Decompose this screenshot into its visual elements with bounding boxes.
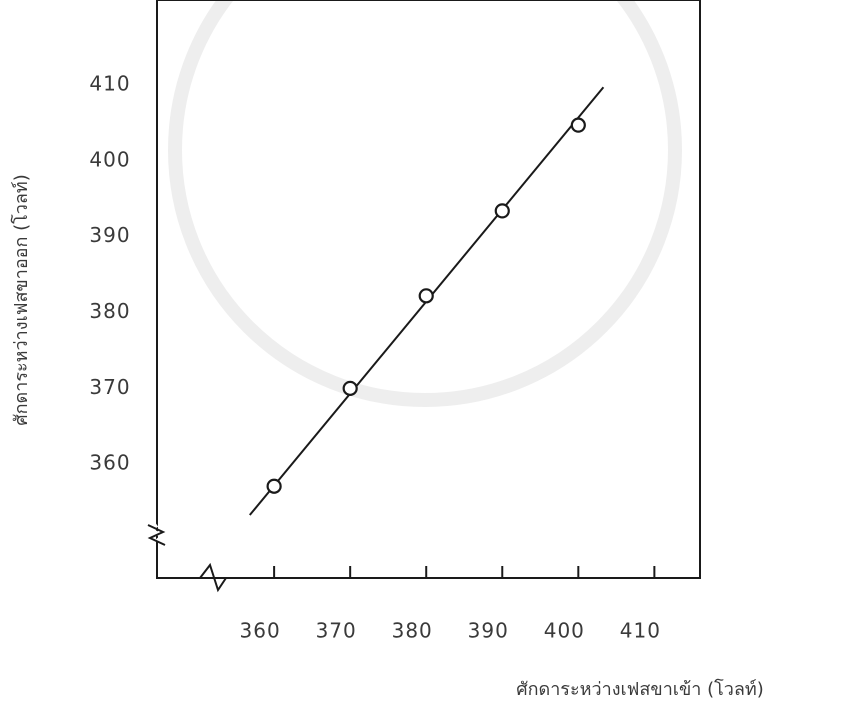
chart: ศักดาระหว่างเฟสขาเข้า (โวลท์) ศักดาระหว่…: [0, 0, 849, 701]
tick-label: 370: [89, 375, 130, 399]
tick-label: 410: [89, 71, 130, 95]
tick-label: 380: [392, 619, 433, 643]
tick-label: 390: [89, 223, 130, 247]
watermark: [175, 0, 675, 400]
tick-label: 370: [316, 619, 357, 643]
tick-label: 400: [544, 619, 585, 643]
data-point: [496, 204, 509, 217]
tick-label: 400: [89, 147, 130, 171]
data-point: [344, 382, 357, 395]
tick-label: 360: [240, 619, 281, 643]
data-point: [572, 119, 585, 132]
y-axis-title: ศักดาระหว่างเฟสขาออก (โวลท์): [10, 174, 32, 426]
tick-label: 390: [468, 619, 509, 643]
data-point: [268, 480, 281, 493]
tick-label: 360: [89, 451, 130, 475]
data-point: [420, 289, 433, 302]
tick-label: 410: [620, 619, 661, 643]
x-axis-title: ศักดาระหว่างเฟสขาเข้า (โวลท์): [516, 678, 764, 700]
tick-label: 380: [89, 299, 130, 323]
